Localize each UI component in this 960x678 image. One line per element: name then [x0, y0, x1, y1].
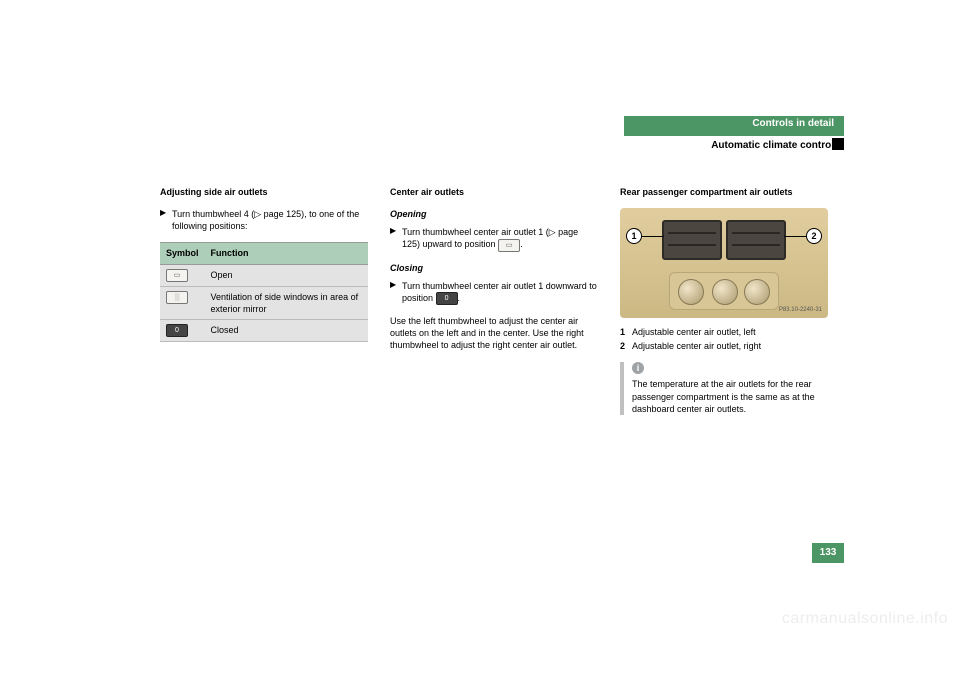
closing-bullet-text: Turn thumbwheel center air outlet 1 down…: [402, 281, 597, 303]
legend-text: Adjustable center air outlet, left: [632, 327, 756, 337]
page-number: 133: [812, 543, 844, 563]
col1-bullet-text: Turn thumbwheel 4 (▷ page 125), to one o…: [172, 208, 368, 232]
table-row: ░ Ventilation of side windows in area of…: [160, 286, 368, 319]
info-note: i The temperature at the air outlets for…: [620, 362, 828, 414]
cell-function: Open: [205, 264, 368, 286]
cell-function: Ventilation of side windows in area of e…: [205, 286, 368, 319]
legend-num: 2: [620, 340, 630, 352]
chapter-title: Controls in detail: [752, 118, 834, 129]
col3-heading: Rear passenger compartment air outlets: [620, 186, 828, 198]
callout-1: 1: [626, 228, 642, 244]
legend-item: 1 Adjustable center air outlet, left: [620, 326, 828, 338]
opening-bullet-text: Turn thumbwheel center air outlet 1 (▷ p…: [402, 227, 578, 249]
legend-text: Adjustable center air outlet, right: [632, 341, 761, 351]
watermark: carmanualsonline.info: [782, 610, 948, 628]
column-3: Rear passenger compartment air outlets 1…: [620, 186, 828, 415]
opening-text: Turn thumbwheel center air outlet 1 (▷ p…: [402, 226, 598, 251]
figure-legend: 1 Adjustable center air outlet, left 2 A…: [620, 326, 828, 352]
knob-left: [678, 279, 704, 305]
opening-bullet: ▶ Turn thumbwheel center air outlet 1 (▷…: [390, 226, 598, 251]
manual-page: Controls in detail Automatic climate con…: [0, 0, 960, 678]
opening-label: Opening: [390, 208, 598, 220]
info-icon: i: [632, 362, 644, 374]
column-2: Center air outlets Opening ▶ Turn thumbw…: [390, 186, 598, 359]
cell-function: Closed: [205, 319, 368, 341]
rear-vent-figure: 1 2 P83.10-2240-31: [620, 208, 828, 318]
col1-bullet: ▶ Turn thumbwheel 4 (▷ page 125), to one…: [160, 208, 368, 232]
closing-label: Closing: [390, 262, 598, 274]
closed-icon: 0: [166, 324, 188, 337]
callout-line-2: [784, 236, 806, 237]
open-icon: ▭: [166, 269, 188, 282]
figure-ref: P83.10-2240-31: [779, 306, 822, 314]
closing-text: Turn thumbwheel center air outlet 1 down…: [402, 280, 598, 305]
col2-paragraph: Use the left thumbwheel to adjust the ce…: [390, 315, 598, 351]
column-1: Adjusting side air outlets ▶ Turn thumbw…: [160, 186, 368, 342]
col1-heading: Adjusting side air outlets: [160, 186, 368, 198]
legend-num: 1: [620, 326, 630, 338]
table-row: ▭ Open: [160, 264, 368, 286]
table-row: 0 Closed: [160, 319, 368, 341]
section-title: Automatic climate control: [711, 140, 834, 151]
control-panel: [669, 272, 779, 310]
open-position-icon: ▭: [498, 239, 520, 252]
symbol-function-table: Symbol Function ▭ Open ░ Ventilation of …: [160, 242, 368, 342]
th-symbol: Symbol: [160, 243, 205, 264]
bullet-icon: ▶: [390, 226, 402, 251]
legend-item: 2 Adjustable center air outlet, right: [620, 340, 828, 352]
th-function: Function: [205, 243, 368, 264]
knob-right: [744, 279, 770, 305]
vent-left: [662, 220, 722, 260]
bullet-icon: ▶: [390, 280, 402, 305]
defrost-icon: ░: [166, 291, 188, 304]
callout-2: 2: [806, 228, 822, 244]
col2-heading: Center air outlets: [390, 186, 598, 198]
vent-right: [726, 220, 786, 260]
knob-center: [712, 279, 738, 305]
closed-position-icon: 0: [436, 292, 458, 305]
info-text: The temperature at the air outlets for t…: [632, 378, 828, 414]
closing-bullet: ▶ Turn thumbwheel center air outlet 1 do…: [390, 280, 598, 305]
callout-line-1: [642, 236, 664, 237]
bullet-icon: ▶: [160, 208, 172, 232]
